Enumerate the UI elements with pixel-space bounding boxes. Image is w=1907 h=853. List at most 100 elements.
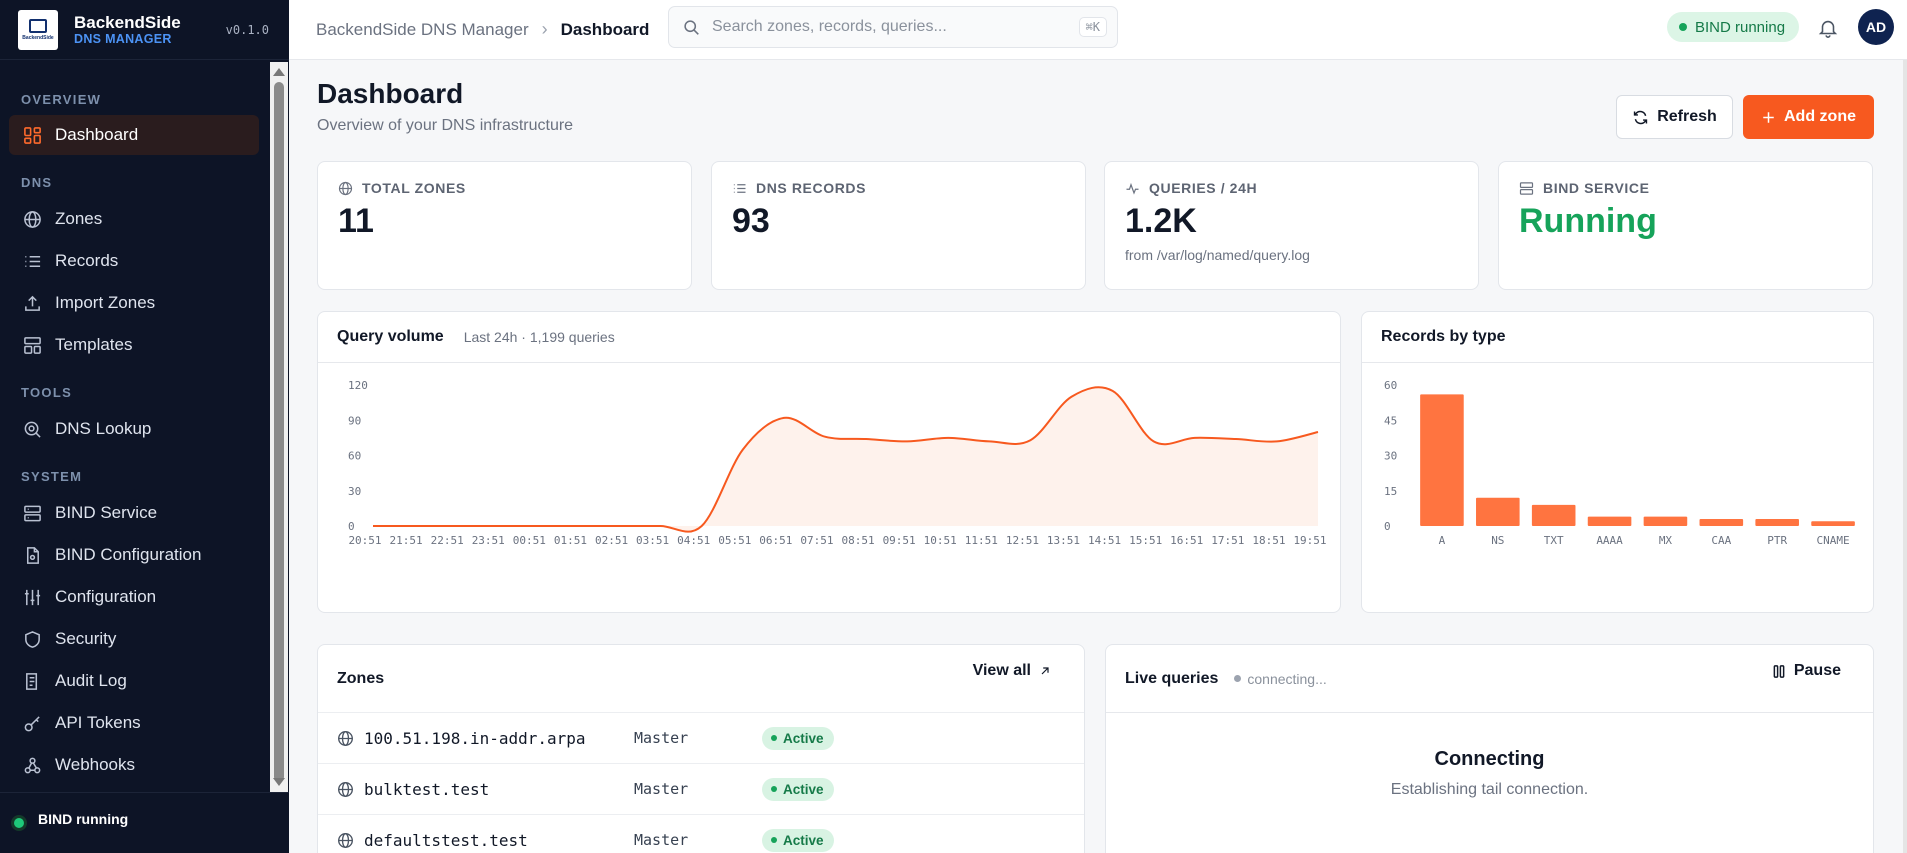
scroll-up-icon[interactable] [273,68,285,76]
x-tick-label: 07:51 [800,534,833,547]
zone-name[interactable]: defaultstest.test [364,830,528,850]
audit-icon [22,671,42,691]
x-tick-label: AAAA [1596,534,1623,547]
sidebar-item-label: BIND Service [55,503,158,522]
y-tick-label: 45 [1384,414,1397,427]
footer-status-text: BIND running [38,811,129,827]
sidebar-item-label: Security [55,629,117,648]
sidebar-item-label: Configuration [55,587,157,606]
x-tick-label: 18:51 [1252,534,1285,547]
x-tick-label: CAA [1711,534,1731,547]
refresh-button[interactable]: Refresh [1616,95,1733,139]
brand-name: BackendSide [74,13,181,32]
zone-name[interactable]: bulktest.test [364,779,490,799]
x-tick-label: 16:51 [1170,534,1203,547]
arrow-up-right-icon [1041,667,1049,675]
pause-label: Pause [1793,662,1841,679]
zone-type: Master [634,780,689,798]
globe-icon [338,181,353,195]
records-by-type-chart: 0 15 30 45 60 A NS TXT AAAA MX CAA PTR CNAME [1384,379,1855,547]
pause-icon [1773,664,1785,678]
sidebar-item-configuration[interactable]: Configuration [9,577,259,617]
sidebar-item-webhooks[interactable]: Webhooks [9,745,259,785]
stat-label: QUERIES / 24H [1149,180,1258,196]
status-dot-icon [771,735,777,741]
list-icon [733,183,746,193]
table-row[interactable]: defaultstest.test Master Active [318,814,1084,853]
status-text: Active [783,832,824,848]
sidebar-item-dashboard[interactable]: Dashboard [9,115,259,155]
panel-title: Query volume [337,328,444,345]
x-tick-label: 06:51 [759,534,792,547]
x-tick-label: 14:51 [1088,534,1121,547]
status-dot-icon [14,818,24,828]
y-tick-label: 90 [348,414,361,427]
view-all-link[interactable]: View all [973,662,1051,680]
shield-icon [22,629,42,649]
status-text: Active [783,781,824,797]
sidebar-item-records[interactable]: Records [9,241,259,281]
status-badge: Active [762,777,834,801]
series-line [373,386,1319,533]
sidebar-item-label: Zones [55,209,103,228]
breadcrumb-current: Dashboard [560,19,650,39]
zone-name[interactable]: 100.51.198.in-addr.arpa [364,728,586,748]
nav-section-dns: DNS [21,175,53,190]
x-tick-label: 17:51 [1211,534,1244,547]
bell-icon[interactable] [1817,17,1839,39]
search-zoom-icon [22,419,42,439]
sidebar-item-audit-log[interactable]: Audit Log [9,661,259,701]
empty-state-title: Connecting [1434,748,1545,770]
x-tick-label: 12:51 [1006,534,1039,547]
search-input[interactable] [712,18,1052,36]
sidebar-item-label: API Tokens [55,713,141,732]
add-zone-button[interactable]: Add zone [1743,95,1874,139]
sidebar-item-label: Import Zones [55,293,156,312]
breadcrumb-root[interactable]: BackendSide DNS Manager [316,19,529,39]
search-box[interactable]: ⌘K [668,6,1118,48]
globe-icon [338,730,353,746]
version-label: v0.1.0 [225,22,269,37]
query-volume-chart: 0 30 60 90 120 20:51 21:51 22:51 23:51 00:51 01:51… [348,379,1327,547]
live-status: connecting... [1234,671,1327,687]
globe-icon [22,209,42,229]
panel-title: Live queries [1125,669,1219,687]
stat-card-queries: QUERIES / 24H 1.2K from /var/log/named/q… [1104,161,1479,290]
chevron-right-icon: › [541,19,548,39]
y-tick-label: 120 [348,379,368,392]
scroll-thumb[interactable] [274,82,284,782]
sidebar-item-api-tokens[interactable]: API Tokens [9,703,259,743]
stat-note: from /var/log/named/query.log [1125,247,1310,263]
sidebar-item-security[interactable]: Security [9,619,259,659]
nav-section-tools: TOOLS [21,385,73,400]
page-scrollbar[interactable] [1903,60,1907,853]
sidebar-item-label: Audit Log [55,671,127,690]
table-row[interactable]: bulktest.test Master Active [318,763,1084,814]
x-tick-label: 21:51 [390,534,423,547]
scroll-down-icon[interactable] [273,778,285,786]
sidebar-footer-status: BIND running [0,792,289,853]
sidebar-scrollbar[interactable] [270,62,288,792]
avatar[interactable]: AD [1858,9,1894,45]
sidebar-item-zones[interactable]: Zones [9,199,259,239]
sidebar-item-bind-configuration[interactable]: BIND Configuration [9,535,259,575]
status-dot-icon [771,786,777,792]
sidebar-item-dns-lookup[interactable]: DNS Lookup [9,409,259,449]
zone-type: Master [634,729,689,747]
brand-logo[interactable]: BackendSide [18,9,58,50]
sidebar-item-import-zones[interactable]: Import Zones [9,283,259,323]
sidebar-item-bind-service[interactable]: BIND Service [9,493,259,533]
upload-icon [22,293,42,313]
status-text: Active [783,730,824,746]
search-icon [684,19,699,35]
stat-label: TOTAL ZONES [362,180,466,196]
pause-button[interactable]: Pause [1773,662,1841,680]
bar [1755,518,1799,526]
x-tick-label: 02:51 [595,534,628,547]
y-tick-label: 0 [348,520,355,533]
sidebar-item-templates[interactable]: Templates [9,325,259,365]
x-tick-label: A [1439,534,1446,547]
y-tick-label: 15 [1384,485,1397,498]
table-row[interactable]: 100.51.198.in-addr.arpa Master Active [318,712,1084,763]
globe-icon [338,781,353,797]
